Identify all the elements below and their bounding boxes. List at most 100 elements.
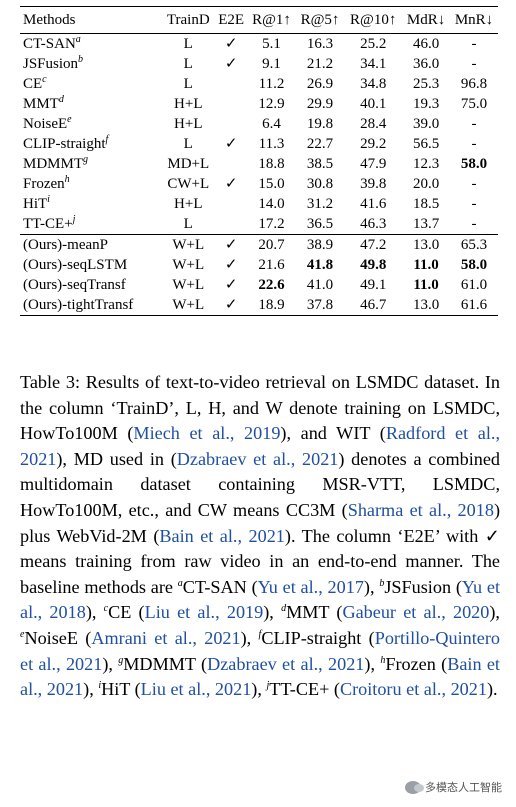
citation-link[interactable]: Yu et al., 2018 xyxy=(20,576,500,623)
r10-cell: 34.1 xyxy=(360,56,387,72)
method-footnote: b xyxy=(78,54,84,65)
header-methods: Methods xyxy=(20,6,162,34)
mnr-cell: 58.0 xyxy=(460,257,488,273)
e2e-cell xyxy=(215,154,247,174)
r5-cell: 31.2 xyxy=(306,196,334,212)
traind-cell: W+L xyxy=(161,234,215,255)
method-name: TT-CE+ xyxy=(23,216,73,232)
caption-text: ), and WIT ( xyxy=(280,423,386,444)
caption-text: ), xyxy=(363,576,380,597)
footnote-marker: g xyxy=(118,654,124,666)
traind-cell: CW+L xyxy=(167,176,210,192)
watermark-text: 多模态人工智能 xyxy=(425,781,502,794)
citation-link[interactable]: Gabeur et al., 2020 xyxy=(342,602,490,623)
caption-text: ), xyxy=(102,653,119,674)
e2e-cell: ✓ xyxy=(224,176,238,192)
citation-link[interactable]: Croitoru et al., 2021 xyxy=(339,679,487,700)
citation-link[interactable]: Liu et al., 2019 xyxy=(144,602,264,623)
method-footnote: j xyxy=(72,214,76,225)
traind-cell: L xyxy=(183,76,193,92)
caption-text: NoiseE ( xyxy=(24,627,92,648)
e2e-cell xyxy=(215,214,247,235)
caption-text: HiT ( xyxy=(101,679,141,700)
header-r1: R@1↑ xyxy=(247,6,296,34)
caption-text: ), xyxy=(83,679,99,700)
citation-link[interactable]: Miech et al., 2019 xyxy=(133,423,281,444)
mnr-cell: 75.0 xyxy=(460,96,488,112)
method-footnote: g xyxy=(83,154,89,165)
mdr-cell: 13.0 xyxy=(402,234,451,255)
citation-link[interactable]: Portillo-Quintero et al., 2021 xyxy=(20,627,500,674)
caption-text: ), xyxy=(364,653,381,674)
method-cell: JSFusionb xyxy=(20,54,162,74)
citation-link[interactable]: Bain et al., 2021 xyxy=(159,525,285,546)
caption-text: ). The column ‘E2E’ with ✓ means trainin… xyxy=(20,525,501,597)
mdr-cell: 11.0 xyxy=(413,277,439,293)
traind-cell: MD+L xyxy=(167,156,210,172)
method-cell: MMTd xyxy=(20,94,162,114)
table-row: TT-CE+j L 17.2 36.5 46.3 13.7 - xyxy=(20,214,498,235)
r10-cell: 39.8 xyxy=(360,176,387,192)
r10-cell: 28.4 xyxy=(360,116,387,132)
r1-cell: 11.2 xyxy=(258,76,285,92)
method-name: CE xyxy=(23,76,43,92)
r5-cell: 36.5 xyxy=(306,216,334,232)
r1-cell: 17.2 xyxy=(258,216,285,232)
e2e-cell: ✓ xyxy=(224,56,238,72)
citation-link[interactable]: Amrani et al., 2021 xyxy=(91,627,241,648)
caption-text: TT-CE+ ( xyxy=(269,679,340,700)
e2e-cell: ✓ xyxy=(224,277,238,293)
mnr-cell: 96.8 xyxy=(460,76,488,92)
e2e-cell: ✓ xyxy=(224,136,238,152)
citation-link[interactable]: Yu et al., 2017 xyxy=(257,576,364,597)
method-cell: TT-CE+j xyxy=(20,214,162,235)
r1-cell: 9.1 xyxy=(262,56,281,72)
table-row: CLIP-straightf L ✓ 11.3 22.7 29.2 56.5 - xyxy=(20,134,498,154)
footnote-marker: h xyxy=(380,654,386,666)
method-cell: (Ours)-seqTransf xyxy=(20,275,162,295)
method-cell: CLIP-straightf xyxy=(20,134,162,154)
method-cell: MDMMTg xyxy=(20,154,162,174)
r10-cell: 46.7 xyxy=(344,295,403,316)
mnr-cell: - xyxy=(471,136,477,152)
method-cell: NoiseEe xyxy=(20,114,162,134)
table-row: (Ours)-seqTransf W+L ✓ 22.6 41.0 49.1 11.0 61.0 xyxy=(20,275,498,295)
mnr-cell: 65.3 xyxy=(450,234,498,255)
caption-text: ), xyxy=(251,679,267,700)
footnote-marker: c xyxy=(103,603,109,615)
header-e2e: E2E xyxy=(215,6,248,34)
method-name: (Ours)-seqTransf xyxy=(23,277,126,293)
r10-cell: 46.3 xyxy=(360,216,387,232)
mnr-cell: - xyxy=(471,216,477,232)
e2e-cell xyxy=(215,94,247,114)
footnote-marker: j xyxy=(266,680,270,692)
citation-link[interactable]: Bain et al., 2021 xyxy=(20,653,500,700)
r10-cell: 40.1 xyxy=(360,96,387,112)
traind-cell: L xyxy=(183,216,193,232)
table-caption: Table 3: Results of text-to-video retrie… xyxy=(20,370,500,703)
method-name: (Ours)-meanP xyxy=(23,237,108,253)
caption-text: CT-SAN ( xyxy=(182,576,258,597)
table-row: CT-SANa L ✓ 5.1 16.3 25.2 46.0 - xyxy=(20,34,498,55)
citation-link[interactable]: Sharma et al., 2018 xyxy=(347,499,494,520)
r5-cell: 29.9 xyxy=(306,96,334,112)
citation-link[interactable]: Radford et al., 2021 xyxy=(20,423,500,469)
citation-link[interactable]: Dzabraev et al., 2021 xyxy=(176,448,339,469)
r1-cell: 5.1 xyxy=(262,36,281,52)
e2e-cell: ✓ xyxy=(215,295,248,316)
r5-cell: 41.0 xyxy=(306,277,334,293)
method-footnote: d xyxy=(58,94,64,105)
mdr-cell: 19.3 xyxy=(412,96,440,112)
method-name: MDMMT xyxy=(23,156,84,172)
citation-link[interactable]: Dzabraev et al., 2021 xyxy=(207,653,365,674)
caption-text: ), xyxy=(85,602,104,623)
citation-link[interactable]: Liu et al., 2021 xyxy=(140,679,252,700)
r5-cell: 37.8 xyxy=(295,295,345,316)
method-name: HiT xyxy=(23,196,48,212)
footnote-marker: b xyxy=(379,577,385,589)
caption-text: ), xyxy=(240,627,259,648)
caption-text: Table 3: Results of text-to-video retrie… xyxy=(20,372,500,444)
footnote-marker: i xyxy=(98,680,102,692)
table-row: MDMMTg MD+L 18.8 38.5 47.9 12.3 58.0 xyxy=(20,154,498,174)
table-row: (Ours)-meanP W+L ✓ 20.7 38.9 47.2 13.0 65.3 xyxy=(20,234,498,255)
